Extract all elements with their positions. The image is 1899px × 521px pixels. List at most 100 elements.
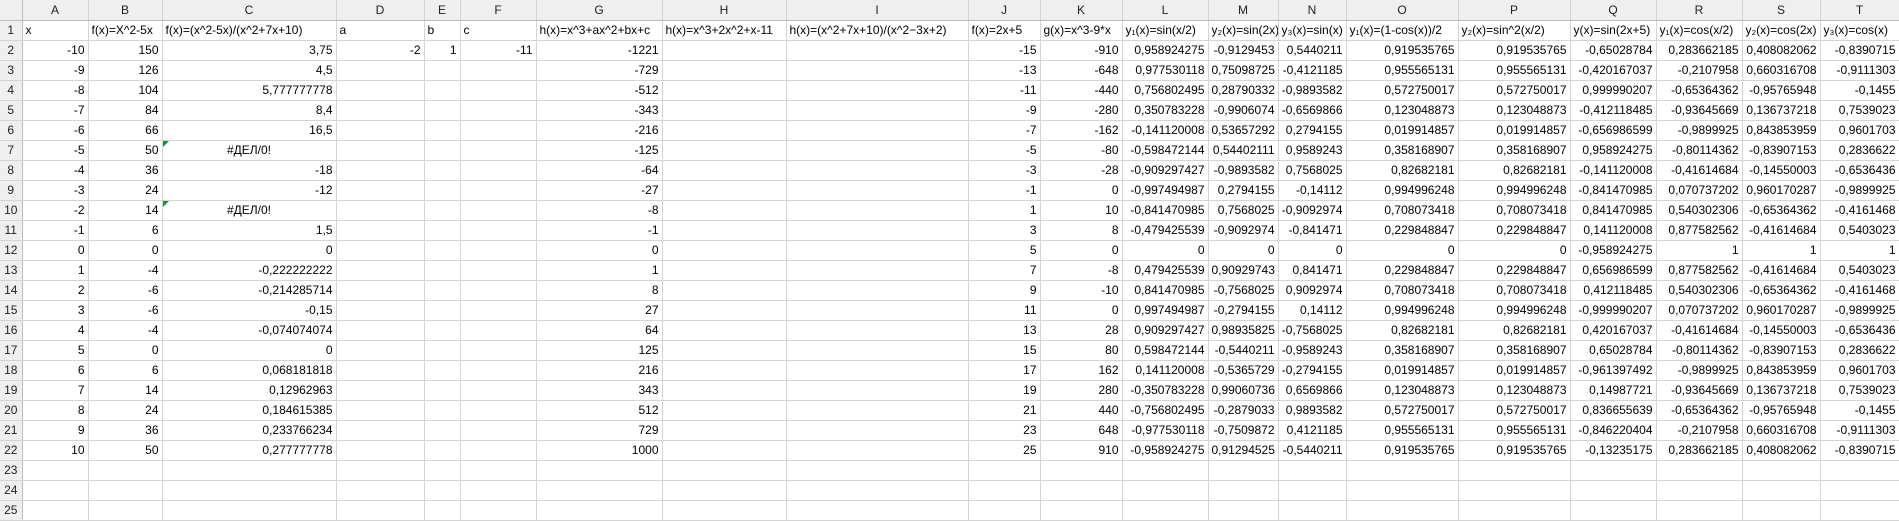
cell-i2[interactable]: [786, 40, 969, 61]
cell-j1[interactable]: f(x)=2x+5: [968, 20, 1041, 41]
cell-g13[interactable]: 1: [536, 260, 663, 281]
cell-i15[interactable]: [786, 300, 969, 321]
cell-c14[interactable]: -0,214285714: [162, 280, 337, 301]
cell-b5[interactable]: 84: [88, 100, 163, 121]
cell-m6[interactable]: 0,53657292: [1208, 120, 1279, 141]
cell-l4[interactable]: 0,756802495: [1122, 80, 1209, 101]
cell-o9[interactable]: 0,994996248: [1346, 180, 1459, 201]
cell-m22[interactable]: 0,91294525: [1208, 440, 1279, 461]
cell-e18[interactable]: [424, 360, 461, 381]
cell-l19[interactable]: -0,350783228: [1122, 380, 1209, 401]
cell-t21[interactable]: -0,9111303: [1820, 420, 1899, 441]
column-header-c[interactable]: C: [162, 0, 337, 21]
cell-l10[interactable]: -0,841470985: [1122, 200, 1209, 221]
row-header-16[interactable]: 16: [0, 320, 23, 341]
cell-h25[interactable]: [662, 500, 787, 521]
cell-d3[interactable]: [336, 60, 425, 81]
cell-j16[interactable]: 13: [968, 320, 1041, 341]
cell-c1[interactable]: f(x)=(x^2-5x)/(x^2+7x+10): [162, 20, 337, 41]
cell-p11[interactable]: 0,229848847: [1458, 220, 1571, 241]
cell-j12[interactable]: 5: [968, 240, 1041, 261]
cell-a17[interactable]: 5: [22, 340, 89, 361]
cell-m5[interactable]: -0,9906074: [1208, 100, 1279, 121]
cell-f24[interactable]: [460, 480, 537, 501]
cell-e7[interactable]: [424, 140, 461, 161]
cell-n1[interactable]: y₃(x)=sin(x): [1278, 20, 1347, 41]
cell-a24[interactable]: [22, 480, 89, 501]
cell-i9[interactable]: [786, 180, 969, 201]
cell-m2[interactable]: -0,9129453: [1208, 40, 1279, 61]
cell-b14[interactable]: -6: [88, 280, 163, 301]
cell-g17[interactable]: 125: [536, 340, 663, 361]
cell-c8[interactable]: -18: [162, 160, 337, 181]
cell-k17[interactable]: 80: [1040, 340, 1123, 361]
cell-g20[interactable]: 512: [536, 400, 663, 421]
cell-i4[interactable]: [786, 80, 969, 101]
cell-r19[interactable]: -0,93645669: [1656, 380, 1743, 401]
cell-i10[interactable]: [786, 200, 969, 221]
cell-d14[interactable]: [336, 280, 425, 301]
column-header-j[interactable]: J: [968, 0, 1041, 21]
cell-e2[interactable]: 1: [424, 40, 461, 61]
cell-c5[interactable]: 8,4: [162, 100, 337, 121]
cell-r21[interactable]: -0,2107958: [1656, 420, 1743, 441]
cell-n19[interactable]: 0,6569866: [1278, 380, 1347, 401]
cell-t9[interactable]: -0,9899925: [1820, 180, 1899, 201]
column-header-r[interactable]: R: [1656, 0, 1743, 21]
cell-k13[interactable]: -8: [1040, 260, 1123, 281]
cell-p1[interactable]: y₂(x)=sin^2(x/2): [1458, 20, 1571, 41]
cell-o4[interactable]: 0,572750017: [1346, 80, 1459, 101]
cell-i19[interactable]: [786, 380, 969, 401]
cell-e1[interactable]: b: [424, 20, 461, 41]
cell-b12[interactable]: 0: [88, 240, 163, 261]
cell-r15[interactable]: 0,070737202: [1656, 300, 1743, 321]
cell-b20[interactable]: 24: [88, 400, 163, 421]
cell-t14[interactable]: -0,4161468: [1820, 280, 1899, 301]
row-header-7[interactable]: 7: [0, 140, 23, 161]
cell-r9[interactable]: 0,070737202: [1656, 180, 1743, 201]
row-header-15[interactable]: 15: [0, 300, 23, 321]
cell-i8[interactable]: [786, 160, 969, 181]
cell-p14[interactable]: 0,708073418: [1458, 280, 1571, 301]
cell-q6[interactable]: -0,656986599: [1570, 120, 1657, 141]
cell-i20[interactable]: [786, 400, 969, 421]
cell-t18[interactable]: 0,9601703: [1820, 360, 1899, 381]
cell-p16[interactable]: 0,82682181: [1458, 320, 1571, 341]
cell-q20[interactable]: 0,836655639: [1570, 400, 1657, 421]
cell-h7[interactable]: [662, 140, 787, 161]
cell-q1[interactable]: y(x)=sin(2x+5): [1570, 20, 1657, 41]
cell-o12[interactable]: 0: [1346, 240, 1459, 261]
cell-d10[interactable]: [336, 200, 425, 221]
cell-p24[interactable]: [1458, 480, 1571, 501]
row-header-21[interactable]: 21: [0, 420, 23, 441]
row-header-14[interactable]: 14: [0, 280, 23, 301]
cell-p6[interactable]: 0,019914857: [1458, 120, 1571, 141]
cell-a5[interactable]: -7: [22, 100, 89, 121]
cell-n8[interactable]: 0,7568025: [1278, 160, 1347, 181]
cell-f5[interactable]: [460, 100, 537, 121]
column-header-o[interactable]: O: [1346, 0, 1459, 21]
cell-n15[interactable]: 0,14112: [1278, 300, 1347, 321]
cell-c24[interactable]: [162, 480, 337, 501]
cell-a11[interactable]: -1: [22, 220, 89, 241]
cell-e4[interactable]: [424, 80, 461, 101]
cell-n16[interactable]: -0,7568025: [1278, 320, 1347, 341]
cell-s6[interactable]: 0,843853959: [1742, 120, 1821, 141]
column-header-a[interactable]: A: [22, 0, 89, 21]
cell-t19[interactable]: 0,7539023: [1820, 380, 1899, 401]
row-header-25[interactable]: 25: [0, 500, 23, 521]
cell-p23[interactable]: [1458, 460, 1571, 481]
cell-c13[interactable]: -0,222222222: [162, 260, 337, 281]
cell-h17[interactable]: [662, 340, 787, 361]
cell-d2[interactable]: -2: [336, 40, 425, 61]
column-header-l[interactable]: L: [1122, 0, 1209, 21]
cell-b13[interactable]: -4: [88, 260, 163, 281]
cell-d18[interactable]: [336, 360, 425, 381]
cell-f3[interactable]: [460, 60, 537, 81]
cell-g14[interactable]: 8: [536, 280, 663, 301]
cell-k23[interactable]: [1040, 460, 1123, 481]
cell-o13[interactable]: 0,229848847: [1346, 260, 1459, 281]
column-header-g[interactable]: G: [536, 0, 663, 21]
cell-r20[interactable]: -0,65364362: [1656, 400, 1743, 421]
cell-n13[interactable]: 0,841471: [1278, 260, 1347, 281]
